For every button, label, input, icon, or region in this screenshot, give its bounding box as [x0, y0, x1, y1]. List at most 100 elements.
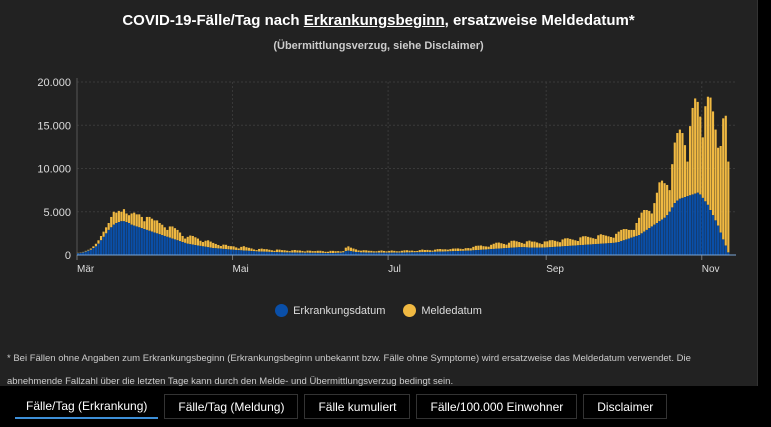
bar-meldedatum	[423, 249, 426, 253]
bar-meldedatum	[543, 241, 546, 248]
bar-meldedatum	[653, 203, 656, 225]
bar-meldedatum	[209, 241, 212, 248]
bar-erkrankungsdatum	[163, 235, 166, 255]
bar-erkrankungsdatum	[179, 241, 182, 255]
bar-meldedatum	[632, 229, 636, 237]
bar-meldedatum	[454, 248, 457, 252]
legend-item-meldedatum[interactable]: Meldedatum	[403, 304, 482, 317]
bar-meldedatum	[291, 250, 294, 253]
bar-erkrankungsdatum	[281, 252, 284, 255]
bar-meldedatum	[316, 250, 319, 253]
bar-meldedatum	[609, 237, 613, 244]
bar-meldedatum	[604, 235, 607, 244]
bar-erkrankungsdatum	[324, 253, 327, 255]
bar-erkrankungsdatum	[352, 251, 355, 255]
bar-meldedatum	[536, 242, 539, 248]
bar-erkrankungsdatum	[587, 244, 590, 255]
bar-erkrankungsdatum	[513, 247, 516, 255]
tab-faelle-tag-meldung[interactable]: Fälle/Tag (Meldung)	[164, 394, 299, 419]
bar-meldedatum	[362, 250, 365, 253]
bar-meldedatum	[380, 250, 383, 253]
bar-meldedatum	[196, 238, 199, 246]
bar-erkrankungsdatum	[145, 229, 148, 255]
bar-meldedatum	[546, 241, 549, 248]
bar-erkrankungsdatum	[474, 250, 477, 255]
bar-meldedatum	[671, 164, 674, 208]
bar-meldedatum	[444, 249, 447, 252]
bar-meldedatum	[561, 239, 564, 247]
bar-meldedatum	[650, 213, 653, 227]
bar-erkrankungsdatum	[551, 247, 554, 255]
bar-erkrankungsdatum	[265, 251, 268, 255]
bar-meldedatum	[497, 242, 500, 249]
bar-meldedatum	[625, 229, 628, 240]
bar-erkrankungsdatum	[250, 251, 253, 255]
bar-meldedatum	[556, 241, 559, 247]
bar-erkrankungsdatum	[711, 215, 715, 255]
bar-meldedatum	[265, 249, 268, 252]
bar-meldedatum	[694, 98, 697, 194]
bar-meldedatum	[128, 215, 131, 223]
bar-meldedatum	[150, 218, 154, 232]
tab-faelle-100000-einwohner[interactable]: Fälle/100.000 Einwohner	[416, 394, 578, 419]
bar-meldedatum	[571, 239, 574, 246]
bar-erkrankungsdatum	[541, 247, 544, 255]
bar-meldedatum	[706, 96, 709, 205]
legend: Erkrankungsdatum Meldedatum	[0, 304, 757, 317]
bar-meldedatum	[502, 243, 505, 249]
bar-erkrankungsdatum	[630, 237, 633, 255]
bar-erkrankungsdatum	[719, 232, 722, 255]
bar-erkrankungsdatum	[306, 252, 309, 255]
tab-bar: Fälle/Tag (Erkrankung) Fälle/Tag (Meldun…	[15, 394, 668, 419]
erkrankungsbeginn-link[interactable]: Erkrankungsbeginn	[303, 12, 445, 29]
bar-erkrankungsdatum	[268, 251, 271, 255]
bar-erkrankungsdatum	[110, 227, 113, 255]
bar-erkrankungsdatum	[184, 242, 187, 255]
bar-erkrankungsdatum	[201, 246, 205, 255]
bar-erkrankungsdatum	[296, 252, 299, 255]
bar-meldedatum	[635, 222, 638, 236]
bar-erkrankungsdatum	[581, 244, 585, 255]
bar-meldedatum	[87, 249, 90, 251]
bar-meldedatum	[574, 240, 577, 246]
tab-faelle-tag-erkrankung[interactable]: Fälle/Tag (Erkrankung)	[15, 394, 159, 419]
bar-erkrankungsdatum	[133, 225, 136, 255]
bar-erkrankungsdatum	[612, 242, 615, 255]
bar-meldedatum	[691, 107, 694, 195]
bar-erkrankungsdatum	[138, 227, 141, 255]
bar-erkrankungsdatum	[446, 251, 449, 255]
bar-erkrankungsdatum	[625, 239, 628, 255]
bar-erkrankungsdatum	[196, 245, 199, 255]
bar-meldedatum	[479, 245, 483, 250]
bar-meldedatum	[436, 249, 439, 252]
bar-meldedatum	[252, 249, 256, 252]
bar-erkrankungsdatum	[173, 239, 177, 255]
bar-meldedatum	[375, 251, 378, 253]
bar-erkrankungsdatum	[411, 252, 414, 255]
bar-meldedatum	[230, 246, 233, 250]
bar-erkrankungsdatum	[558, 246, 562, 255]
bar-erkrankungsdatum	[615, 242, 618, 255]
tab-disclaimer[interactable]: Disclaimer	[583, 394, 668, 419]
bar-erkrankungsdatum	[301, 252, 304, 255]
bar-erkrankungsdatum	[696, 192, 699, 255]
bar-meldedatum	[122, 209, 126, 222]
bar-meldedatum	[439, 249, 442, 252]
legend-item-erkrankungsdatum[interactable]: Erkrankungsdatum	[275, 304, 385, 317]
bar-erkrankungsdatum	[405, 252, 409, 255]
bar-erkrankungsdatum	[278, 252, 281, 255]
tab-faelle-kumuliert[interactable]: Fälle kumuliert	[304, 394, 411, 419]
bar-erkrankungsdatum	[237, 250, 240, 255]
bar-erkrankungsdatum	[383, 252, 386, 255]
chart-subtitle: (Übermittlungsverzug, siehe Disclaimer)	[273, 40, 484, 52]
bar-meldedatum	[222, 244, 225, 249]
bar-erkrankungsdatum	[372, 252, 375, 255]
bar-meldedatum	[179, 232, 182, 242]
bar-meldedatum	[133, 212, 136, 226]
bar-erkrankungsdatum	[321, 252, 324, 255]
bar-meldedatum	[102, 231, 105, 237]
bar-meldedatum	[219, 246, 222, 249]
bar-erkrankungsdatum	[87, 250, 90, 255]
bar-erkrankungsdatum	[270, 251, 273, 255]
bar-meldedatum	[237, 248, 240, 251]
